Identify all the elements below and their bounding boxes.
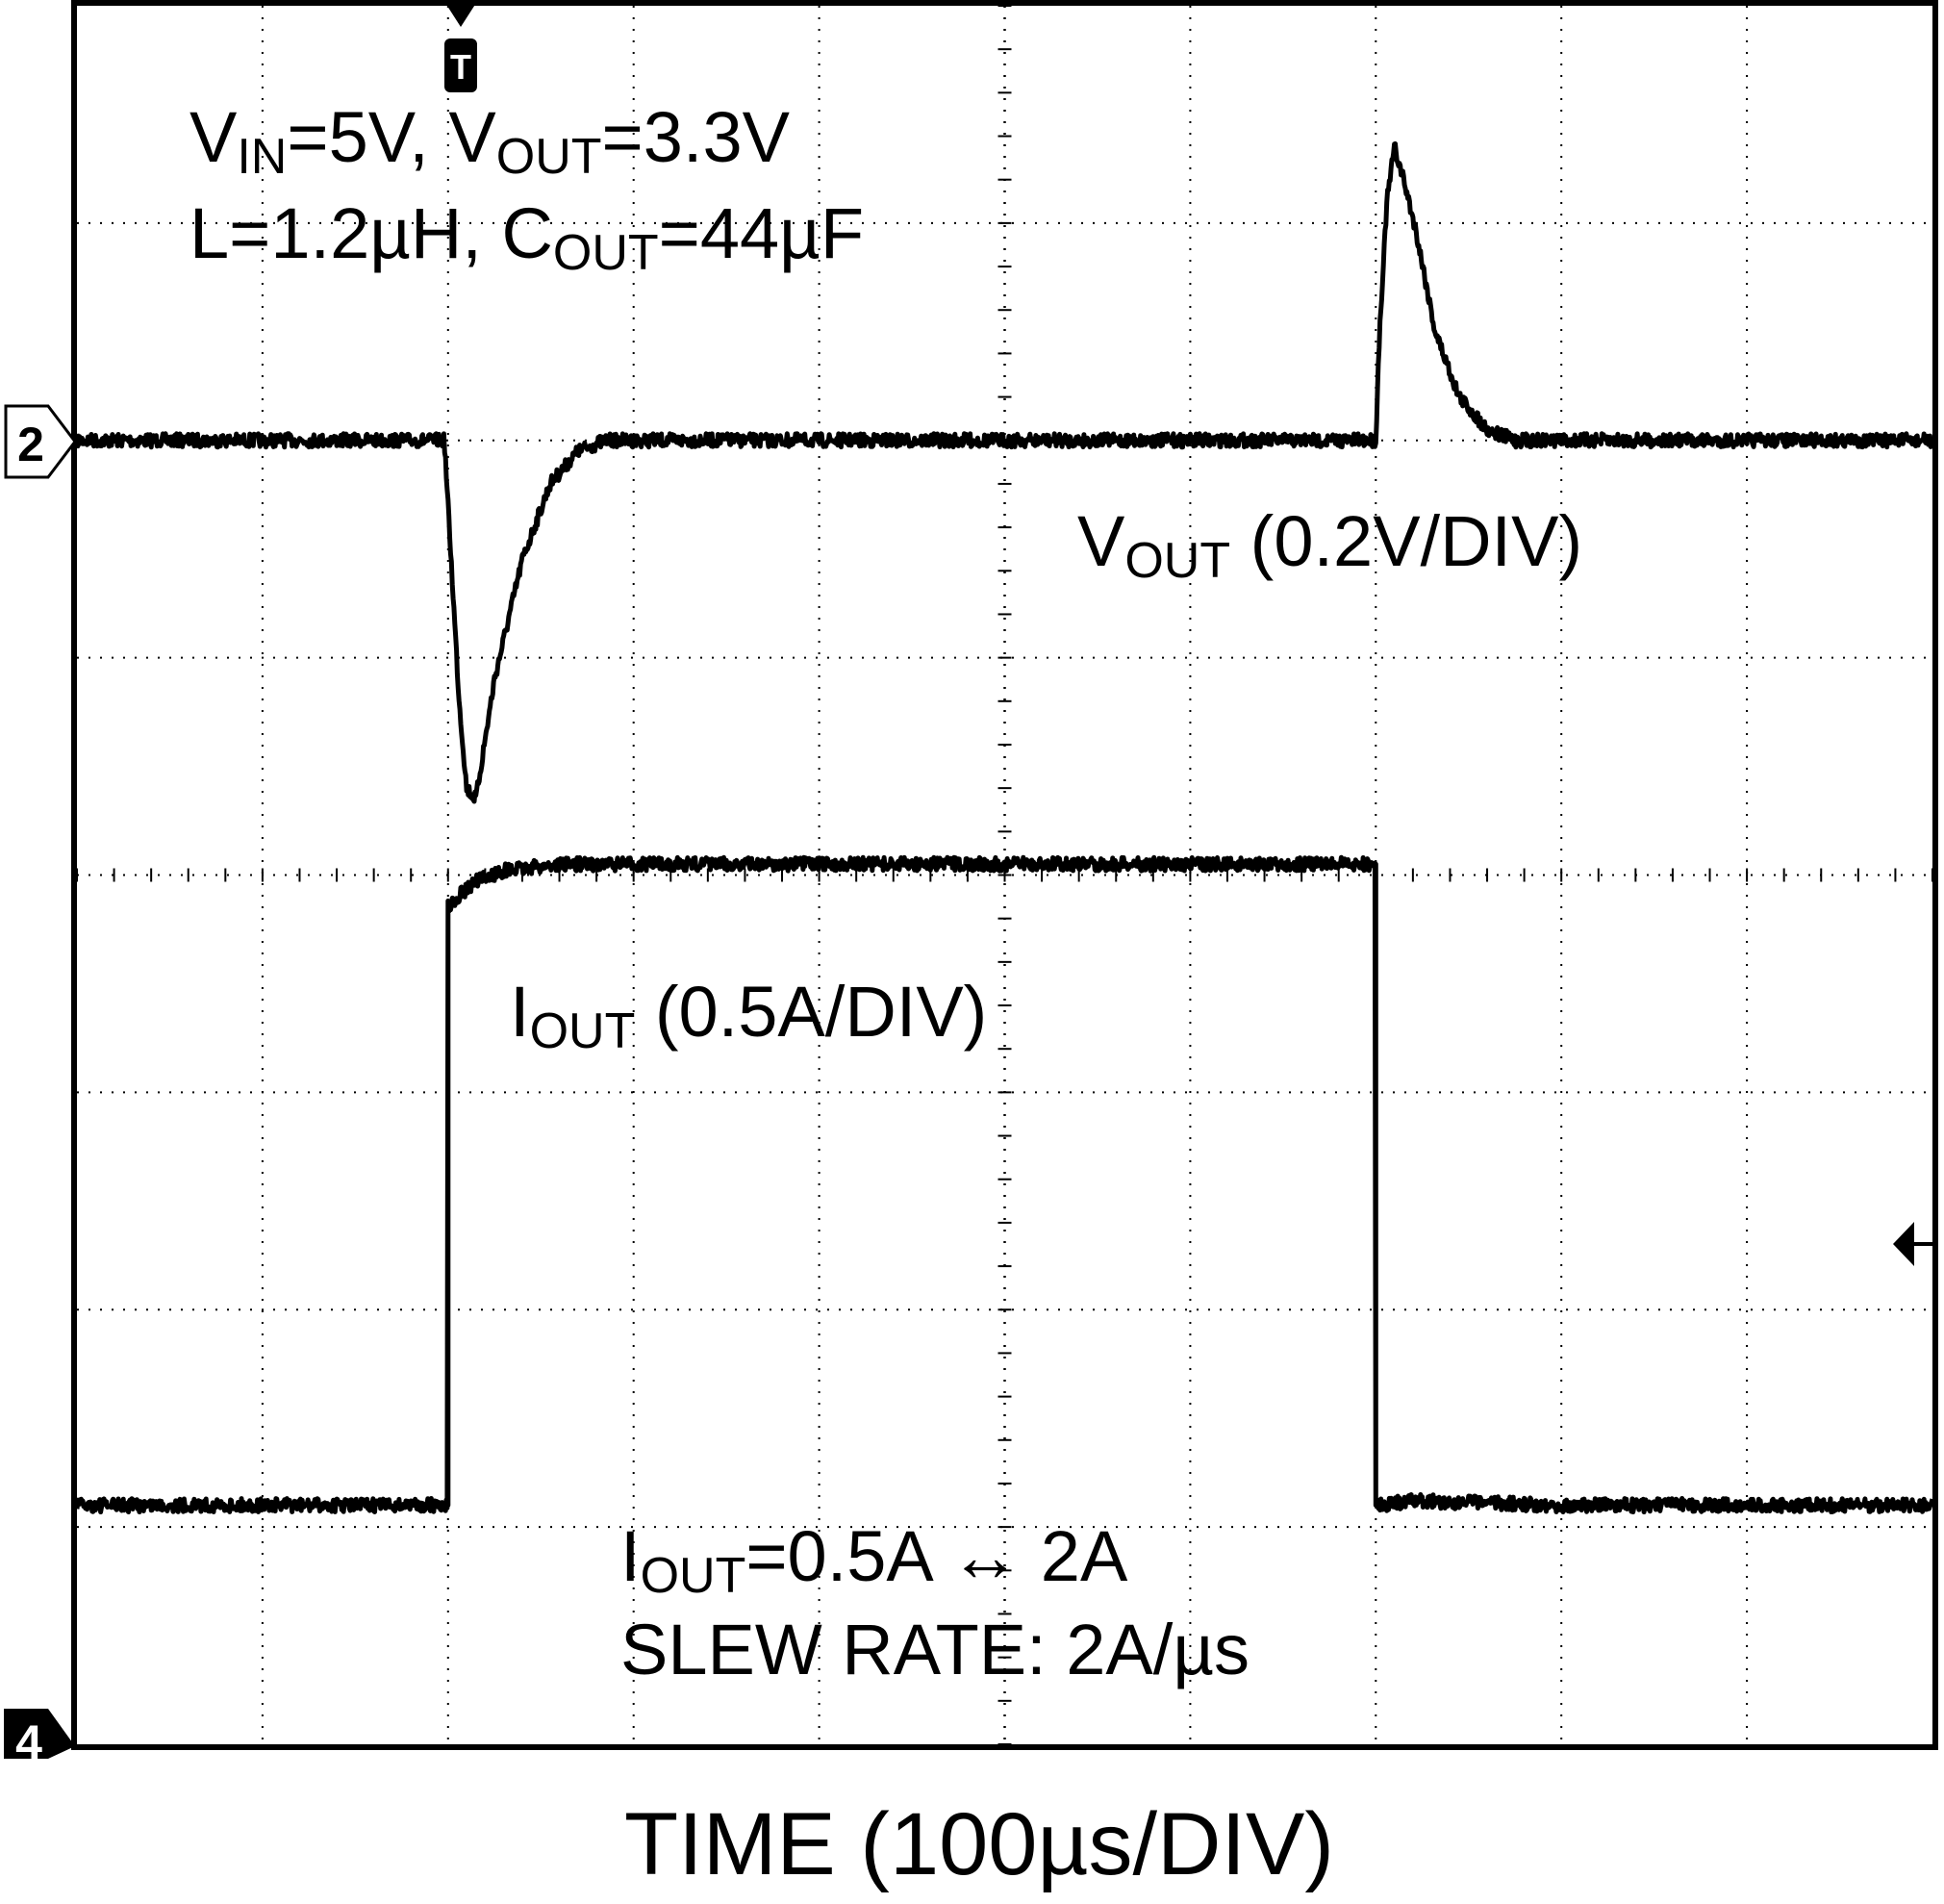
conditions-line-2: L=1.2µH, COUT=44µF xyxy=(189,193,864,281)
channel-2-label: 2 xyxy=(17,418,44,471)
vout-scale-label: VOUT (0.2V/DIV) xyxy=(1077,501,1582,589)
trigger-marker: T xyxy=(443,0,478,92)
grid xyxy=(76,5,1933,1745)
slew-rate-label: SLEW RATE: 2A/µs xyxy=(620,1610,1250,1689)
series-vout-trace xyxy=(74,140,1935,804)
series-iout-trace xyxy=(74,854,1935,1514)
trigger-level-arrow-icon xyxy=(1893,1222,1933,1266)
channel-2-marker: 2 xyxy=(4,404,77,479)
traces xyxy=(74,140,1935,1514)
x-axis-label: TIME (100µs/DIV) xyxy=(624,1795,1334,1893)
load-step-label: IOUT=0.5A ↔ 2A xyxy=(620,1516,1128,1604)
iout-scale-label: IOUT (0.5A/DIV) xyxy=(510,972,987,1059)
conditions-line-1: VIN=5V, VOUT=3.3V xyxy=(189,97,791,185)
trigger-marker-label: T xyxy=(450,47,471,87)
channel-4-label: 4 xyxy=(15,1715,42,1769)
plot-frame xyxy=(71,0,1938,1750)
channel-4-marker: 4 xyxy=(4,1709,75,1769)
